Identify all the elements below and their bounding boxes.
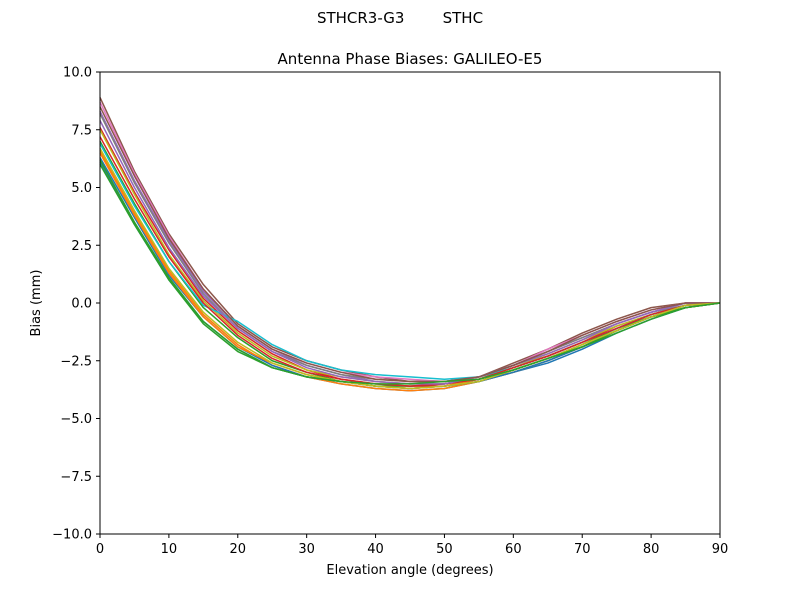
x-tick-label: 70 <box>574 542 591 557</box>
chart-title: Antenna Phase Biases: GALILEO-E5 <box>278 50 543 68</box>
series-layer <box>99 97 721 392</box>
x-tick-label: 0 <box>96 542 104 557</box>
y-axis-ticks: 10.0 7.5 5.0 2.5 0.0 −2.5 −5.0 −7.5 −10.0 <box>52 66 100 543</box>
x-tick-label: 90 <box>712 542 729 557</box>
series-line-az-160 <box>99 147 721 390</box>
y-tick-label: −7.5 <box>60 470 92 485</box>
x-tick-label: 80 <box>643 542 660 557</box>
y-tick-label: −2.5 <box>60 354 92 369</box>
y-tick-label: 2.5 <box>71 239 92 254</box>
y-axis-label: Bias (mm) <box>29 270 44 337</box>
x-axis-ticks: 0 10 20 30 40 50 60 70 80 90 <box>96 534 728 557</box>
x-tick-label: 50 <box>436 542 453 557</box>
x-tick-label: 40 <box>367 542 384 557</box>
x-tick-label: 10 <box>161 542 178 557</box>
y-tick-label: 0.0 <box>71 297 92 312</box>
x-axis-label: Elevation angle (degrees) <box>326 563 493 578</box>
x-tick-label: 60 <box>505 542 522 557</box>
x-tick-label: 30 <box>298 542 315 557</box>
figure-suptitle: STHCR3-G3 STHC <box>317 9 483 27</box>
y-tick-label: 7.5 <box>71 123 92 138</box>
series-line-az-130 <box>99 136 721 387</box>
x-tick-label: 20 <box>230 542 247 557</box>
series-line-az-170 <box>99 164 721 385</box>
y-tick-label: 10.0 <box>63 66 92 81</box>
y-tick-label: 5.0 <box>71 181 92 196</box>
series-line-az-150 <box>99 106 720 383</box>
y-tick-label: −10.0 <box>52 528 92 543</box>
y-tick-label: −5.0 <box>60 412 92 427</box>
